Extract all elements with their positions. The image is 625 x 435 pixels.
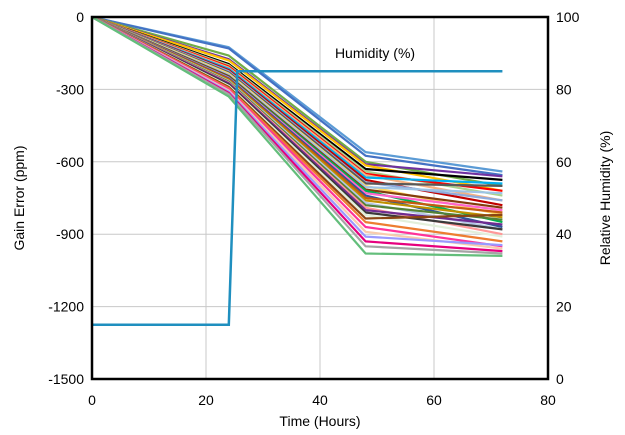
x-tick-label: 20 [198,392,214,408]
y2-tick-label: 80 [556,81,572,97]
y-tick-label: -900 [56,226,84,242]
humidity-series-group [92,70,503,326]
x-tick-label: 80 [540,392,556,408]
y2-tick-label: 40 [556,226,572,242]
y-tick-labels: -1500 -1200 -900 -600 -300 0 [48,9,84,387]
y2-tick-label: 20 [556,299,572,315]
x-tick-labels: 0 20 40 60 80 [88,392,556,408]
y-tick-label: -1200 [48,299,84,315]
gain-error-series-line-35 [91,16,503,257]
humidity-annotation: Humidity (%) [335,45,415,61]
y-tick-label: 0 [76,9,84,25]
y2-tick-label: 60 [556,154,572,170]
gain-error-series-line-2 [91,15,503,177]
y2-tick-label: 100 [556,9,580,25]
y2-axis-label: Relative Humidity (%) [597,131,613,266]
x-tick-label: 0 [88,392,96,408]
y-tick-label: -1500 [48,371,84,387]
y-axis-label: Gain Error (ppm) [11,145,27,250]
y-tick-label: -600 [56,154,84,170]
x-tick-label: 60 [426,392,442,408]
y2-tick-labels: 0 20 40 60 80 100 [556,9,580,387]
gain-error-series-group [91,15,503,257]
plot-frame [90,15,550,381]
x-tick-label: 40 [312,392,328,408]
x-axis-label: Time (Hours) [279,413,360,429]
gain-error-series-line-5 [91,15,503,192]
y2-tick-label: 0 [556,371,564,387]
y-tick-label: -300 [56,81,84,97]
humidity-series-line [92,70,503,326]
